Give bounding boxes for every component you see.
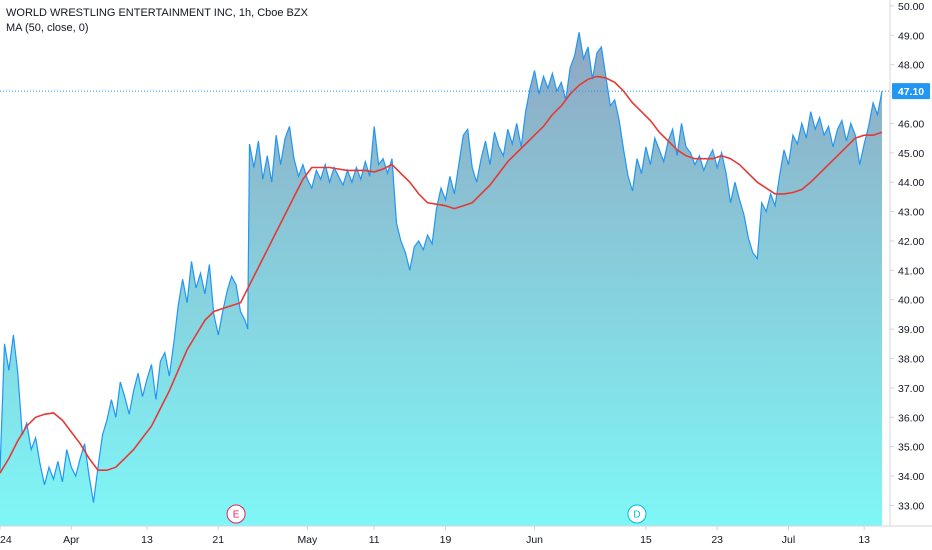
y-tick-label: 49.00 (898, 30, 924, 42)
price-area (0, 32, 882, 527)
y-tick-label: 43.00 (898, 207, 924, 219)
ma-series-line (0, 75, 883, 474)
x-tick-label: 21 (212, 534, 224, 546)
last-price-label: 47.10 (898, 86, 924, 98)
x-tick-label: Apr (63, 534, 80, 546)
marker-label: E (233, 510, 240, 521)
y-tick-label: 39.00 (898, 324, 924, 336)
x-tick-label: 23 (711, 534, 723, 546)
x-tick-label: 19 (440, 534, 452, 546)
y-tick-label: 45.00 (898, 148, 924, 160)
y-tick-label: 42.00 (898, 236, 924, 248)
y-tick-label: 35.00 (898, 442, 924, 454)
earnings-marker[interactable]: E (226, 504, 246, 524)
marker-circle (226, 504, 246, 524)
x-tick-label: Jun (526, 534, 543, 546)
y-tick-label: 40.00 (898, 295, 924, 307)
y-tick-label: 37.00 (898, 383, 924, 395)
price-series-line (0, 32, 883, 503)
symbol-title: WORLD WRESTLING ENTERTAINMENT INC, 1h, C… (6, 7, 308, 19)
x-tick-label: 24 (0, 534, 12, 546)
x-tick-label: 11 (369, 534, 380, 546)
x-tick-label: 13 (858, 534, 870, 546)
indicator-label: MA (50, close, 0) (6, 22, 89, 34)
marker-circle (627, 504, 647, 524)
chart-legend: WORLD WRESTLING ENTERTAINMENT INC, 1h, C… (6, 6, 308, 36)
y-tick-label: 36.00 (898, 412, 924, 424)
last-price-badge (892, 83, 930, 100)
dividend-marker[interactable]: D (627, 504, 647, 524)
y-tick-label: 33.00 (898, 500, 924, 512)
y-tick-label: 44.00 (898, 177, 924, 189)
y-tick-label: 34.00 (898, 471, 924, 483)
x-tick-label: 13 (141, 534, 153, 546)
marker-label: D (633, 510, 640, 521)
x-tick-label: 15 (640, 534, 652, 546)
y-tick-label: 46.00 (898, 118, 924, 130)
x-tick-label: Jul (782, 534, 795, 546)
y-tick-label: 48.00 (898, 60, 924, 72)
y-tick-label: 41.00 (898, 265, 924, 277)
y-tick-label: 50.00 (898, 1, 924, 13)
y-tick-label: 38.00 (898, 354, 924, 366)
x-tick-label: May (297, 534, 318, 546)
